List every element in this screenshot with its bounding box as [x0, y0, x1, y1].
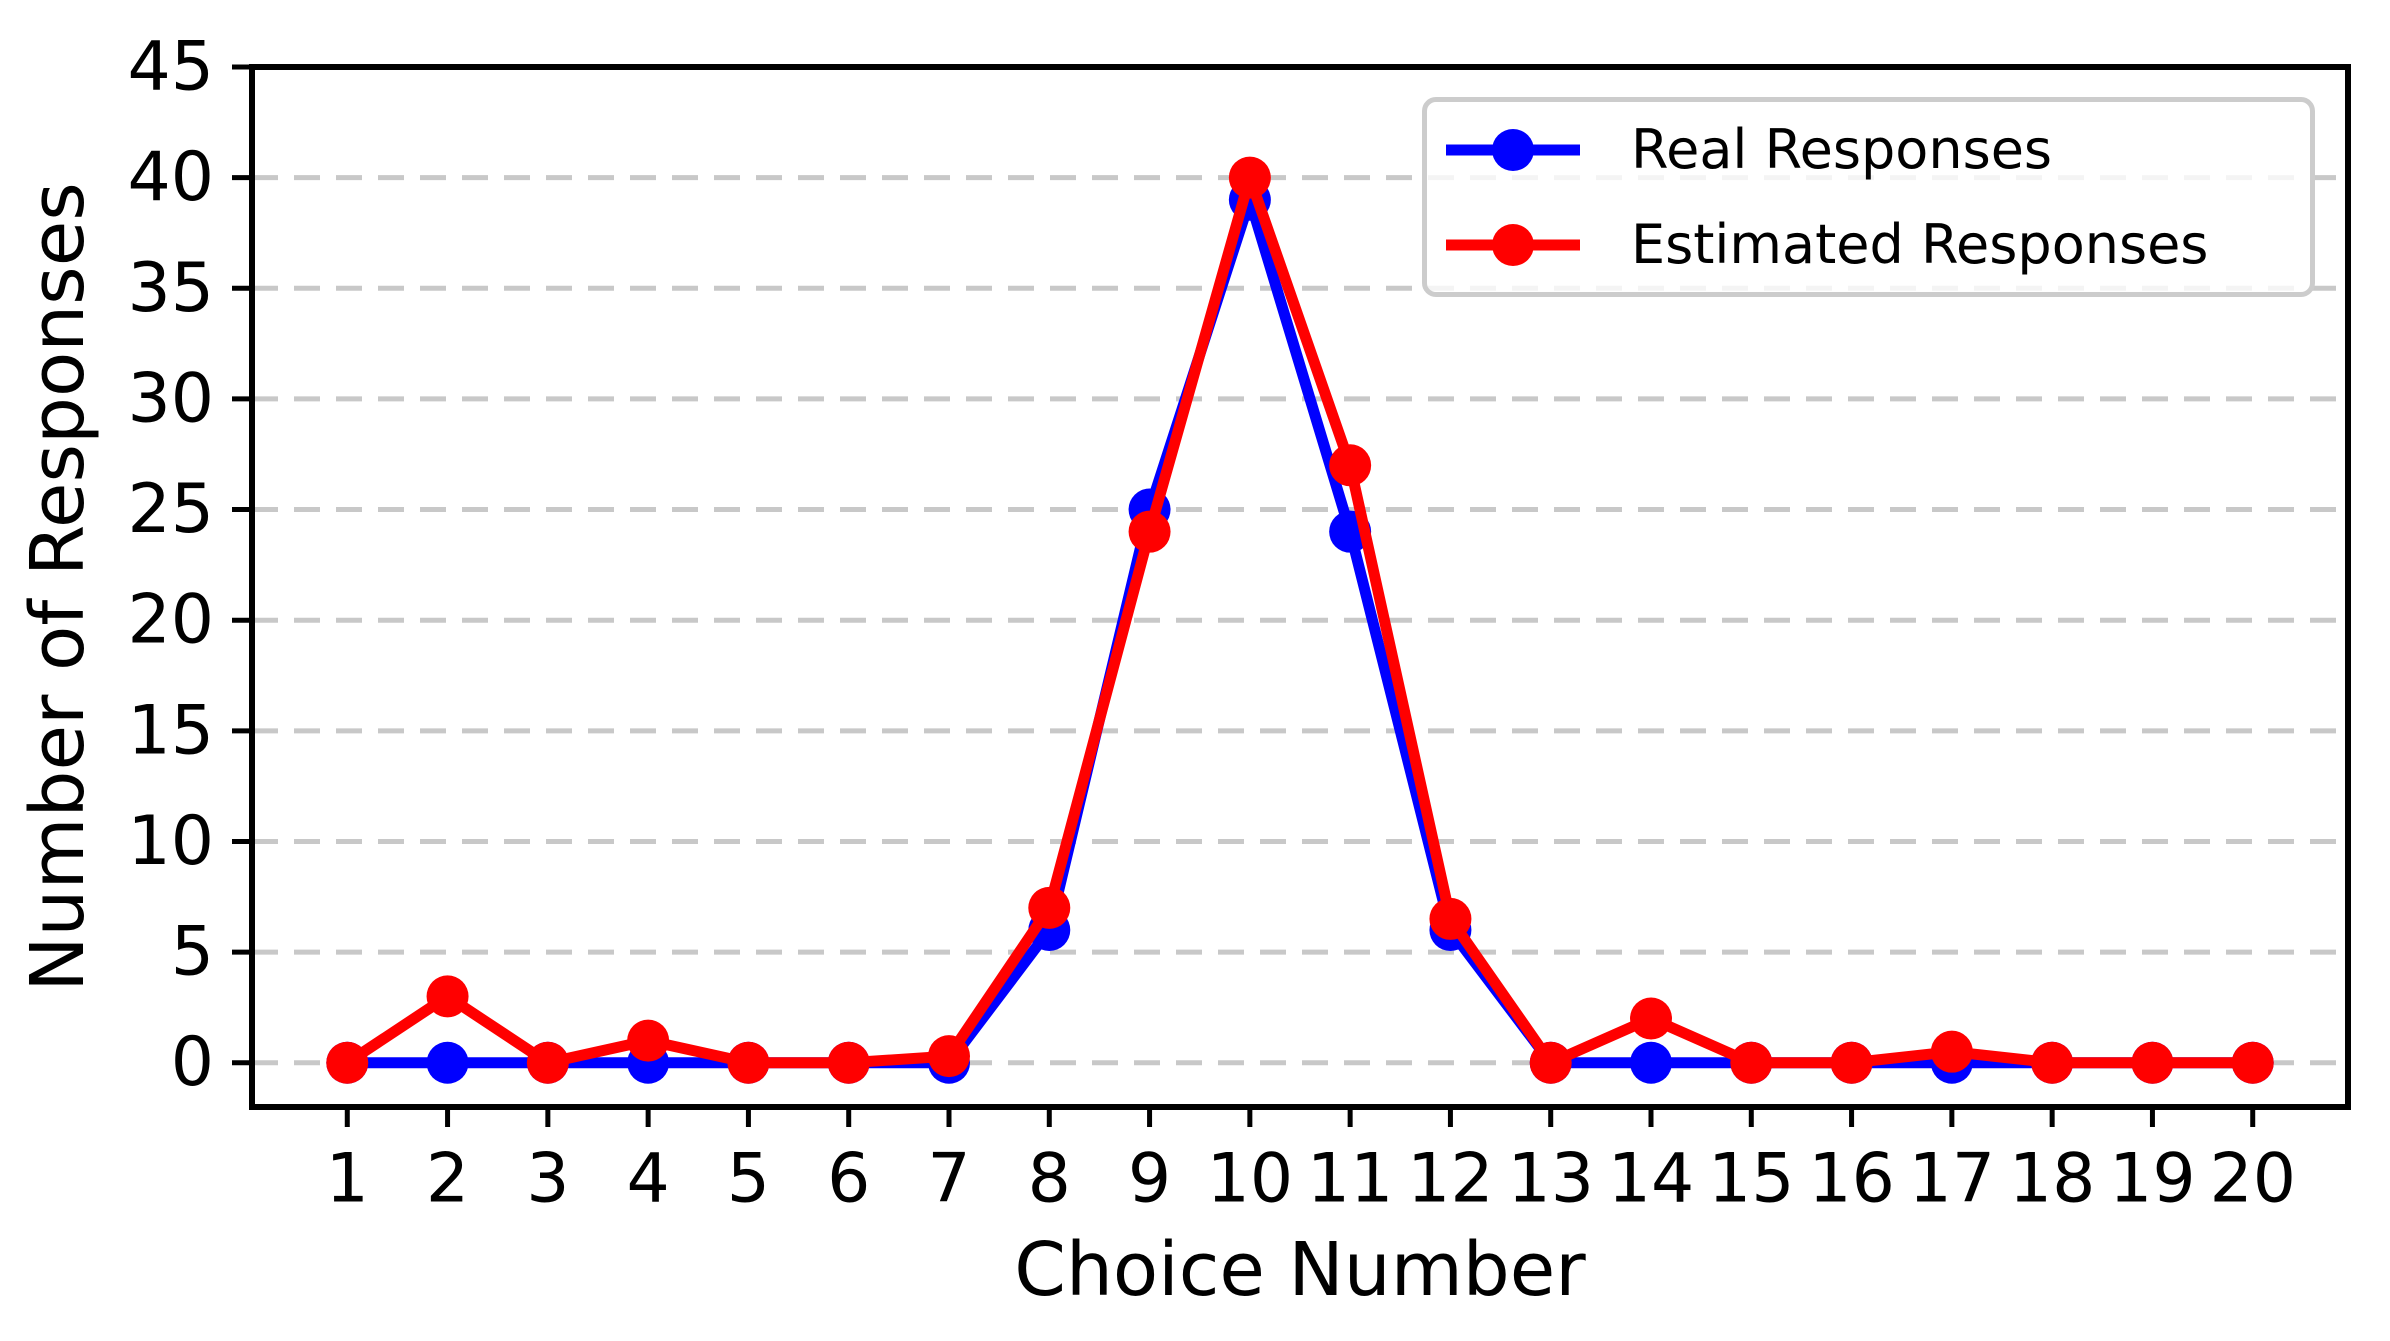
- x-tick-label-6: 6: [827, 1140, 870, 1219]
- x-tick-label-2: 2: [426, 1140, 469, 1219]
- data-point-series1-x5: [727, 1041, 770, 1084]
- data-point-series0-x14: [1630, 1041, 1673, 1084]
- series-layer: [326, 156, 2274, 1084]
- x-axis-label: Choice Number: [1014, 1227, 1586, 1313]
- y-tick-label-10: 10: [127, 802, 214, 881]
- legend-item-estimated-responses: Estimated Responses: [1443, 197, 2310, 292]
- y-tick-label-40: 40: [127, 138, 214, 217]
- axis-layer: 1 2 3 4 5 6 7 8 9 10 11 12 13 14 15 16 17 18 19 20051015202…: [127, 28, 2351, 1219]
- x-tick-label-1: 1: [326, 1140, 369, 1219]
- legend-marker-estimated: [1492, 223, 1534, 266]
- y-tick-label-15: 15: [127, 691, 214, 770]
- x-tick-label-5: 5: [727, 1140, 770, 1219]
- legend-sample-real: [1446, 128, 1580, 171]
- data-point-series1-x16: [1830, 1041, 1873, 1084]
- x-tick-label-16: 16: [1808, 1140, 1895, 1219]
- x-tick-label-4: 4: [627, 1140, 670, 1219]
- x-tick-label-14: 14: [1608, 1140, 1695, 1219]
- x-tick-label-15: 15: [1708, 1140, 1795, 1219]
- x-tick-label-12: 12: [1407, 1140, 1494, 1219]
- data-point-series1-x2: [426, 975, 469, 1018]
- y-tick-label-25: 25: [127, 470, 214, 549]
- data-point-series1-x4: [627, 1019, 670, 1062]
- data-point-series1-x1: [326, 1041, 369, 1084]
- legend-item-real-responses: Real Responses: [1443, 102, 2310, 197]
- data-point-series1-x9: [1128, 510, 1171, 553]
- x-tick-label-9: 9: [1128, 1140, 1171, 1219]
- x-tick-label-10: 10: [1207, 1140, 1294, 1219]
- x-tick-label-7: 7: [927, 1140, 970, 1219]
- data-point-series1-x8: [1028, 886, 1071, 929]
- data-point-series1-x15: [1730, 1041, 1773, 1084]
- y-axis-label: Number of Responses: [15, 182, 101, 992]
- data-point-series1-x13: [1529, 1041, 1572, 1084]
- y-tick-label-30: 30: [127, 359, 214, 438]
- x-tick-label-17: 17: [1909, 1140, 1996, 1219]
- legend-sample-estimated: [1446, 223, 1580, 266]
- plot-border: [249, 64, 2351, 1110]
- y-tick-label-0: 0: [171, 1023, 214, 1102]
- legend: Real Responses Estimated Responses: [1422, 97, 2315, 297]
- data-point-series1-x17: [1930, 1030, 1973, 1073]
- data-point-series1-x19: [2131, 1041, 2174, 1084]
- y-tick-label-35: 35: [127, 249, 214, 328]
- data-point-series1-x10: [1228, 156, 1271, 199]
- y-tick-label-45: 45: [127, 28, 214, 107]
- x-tick-label-20: 20: [2209, 1140, 2296, 1219]
- x-tick-label-13: 13: [1507, 1140, 1594, 1219]
- data-point-series1-x12: [1429, 897, 1472, 940]
- data-point-series1-x3: [526, 1041, 569, 1084]
- data-point-series0-x2: [426, 1041, 469, 1084]
- data-point-series1-x11: [1329, 444, 1372, 487]
- x-tick-label-19: 19: [2109, 1140, 2196, 1219]
- data-point-series1-x20: [2231, 1041, 2274, 1084]
- legend-label-estimated: Estimated Responses: [1631, 212, 2209, 276]
- data-point-series1-x18: [2031, 1041, 2074, 1084]
- x-tick-label-3: 3: [526, 1140, 569, 1219]
- legend-label-real: Real Responses: [1631, 117, 2053, 181]
- x-tick-label-8: 8: [1028, 1140, 1071, 1219]
- y-tick-label-20: 20: [127, 581, 214, 660]
- x-tick-label-11: 11: [1307, 1140, 1394, 1219]
- data-point-series1-x14: [1630, 997, 1673, 1040]
- y-tick-label-5: 5: [171, 913, 214, 992]
- x-tick-label-18: 18: [2009, 1140, 2096, 1219]
- legend-marker-real: [1492, 128, 1534, 171]
- data-point-series1-x7: [927, 1035, 970, 1078]
- data-point-series1-x6: [827, 1041, 870, 1084]
